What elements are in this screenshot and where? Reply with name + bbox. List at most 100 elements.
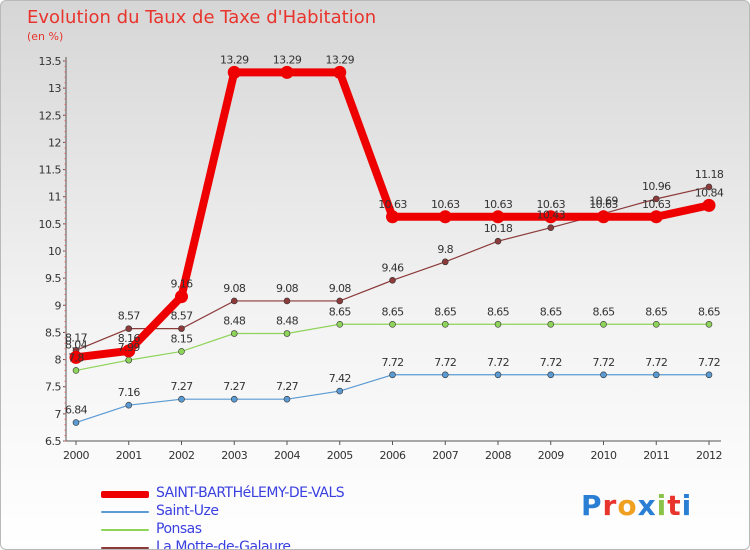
logo-letter: i <box>656 489 668 522</box>
data-point <box>178 395 185 403</box>
series-lines <box>69 65 716 426</box>
x-tick-label: 2005 <box>327 449 353 462</box>
y-tick-label: 7 <box>55 408 62 421</box>
x-tick-label: 2007 <box>432 449 458 462</box>
data-point <box>491 210 505 224</box>
data-point <box>441 320 449 328</box>
y-tick-label: 11 <box>48 191 61 204</box>
data-point <box>705 183 713 191</box>
data-point <box>178 348 185 355</box>
data-point <box>122 344 136 358</box>
proxiti-logo: Proxiti <box>581 489 692 522</box>
y-tick-label: 6.5 <box>45 435 61 448</box>
data-point <box>494 371 502 379</box>
data-point <box>336 297 344 305</box>
legend-swatch <box>101 547 149 549</box>
data-point <box>336 320 344 328</box>
data-point <box>125 356 133 364</box>
data-label: 10.18 <box>484 222 513 235</box>
data-label: 9.08 <box>223 282 246 295</box>
data-label: 8.65 <box>540 305 563 318</box>
data-point <box>227 65 241 79</box>
data-label: 8.04 <box>65 338 88 351</box>
x-tick-label: 2004 <box>274 449 300 462</box>
data-label: 7.27 <box>276 380 299 393</box>
data-point <box>69 350 83 364</box>
logo-letter: t <box>667 489 682 522</box>
data-point <box>652 195 660 203</box>
y-tick-label: 10.5 <box>39 218 62 231</box>
data-point <box>333 65 347 79</box>
y-tick-label: 11.5 <box>39 164 62 177</box>
x-tick-label: 2002 <box>169 449 195 462</box>
data-point <box>230 297 238 305</box>
data-label: 8.65 <box>698 305 721 318</box>
chart-subtitle: (en %) <box>27 30 64 43</box>
data-label: 7.16 <box>118 386 141 399</box>
legend-item: Saint-Uze <box>101 503 401 521</box>
data-point <box>72 419 80 426</box>
data-label: 7.72 <box>698 356 720 369</box>
data-label: 7.72 <box>487 356 509 369</box>
data-label: 7.8 <box>68 351 84 364</box>
data-label: 7.72 <box>592 356 614 369</box>
data-point <box>705 371 713 379</box>
data-label: 8.65 <box>329 305 352 318</box>
data-point <box>175 290 188 304</box>
y-tick-label: 7.5 <box>45 381 61 394</box>
data-point <box>547 371 555 379</box>
data-point <box>494 320 502 328</box>
y-tick-label: 13.5 <box>39 55 62 68</box>
data-label: 13.29 <box>326 53 355 66</box>
data-point <box>652 320 660 328</box>
data-point <box>72 367 80 374</box>
data-label: 10.63 <box>431 198 460 211</box>
data-label: 8.65 <box>592 305 615 318</box>
data-label: 8.65 <box>434 305 457 318</box>
data-label: 7.42 <box>329 372 351 385</box>
data-label: 10.96 <box>642 180 671 193</box>
data-label: 8.16 <box>118 332 141 345</box>
data-label: 8.48 <box>223 315 246 328</box>
data-label: 9.46 <box>381 261 404 274</box>
x-tick-label: 2012 <box>696 449 722 462</box>
legend-label: Saint-Uze <box>156 503 219 519</box>
data-point <box>705 320 713 328</box>
legend-swatch <box>101 529 149 531</box>
data-label: 10.43 <box>537 209 566 222</box>
data-label: 7.27 <box>170 380 193 393</box>
data-point <box>389 320 396 328</box>
data-point <box>336 387 344 395</box>
data-point <box>702 198 716 212</box>
data-label: 10.69 <box>589 195 618 208</box>
data-label: 7.72 <box>645 356 667 369</box>
data-point <box>283 395 291 403</box>
data-label: 10.63 <box>484 198 513 211</box>
data-label: 10.63 <box>537 198 566 211</box>
data-label: 8.65 <box>381 305 404 318</box>
data-point <box>547 320 555 328</box>
data-label: 13.29 <box>273 53 302 66</box>
data-point <box>389 371 396 379</box>
data-point <box>597 210 610 224</box>
data-label: 8.65 <box>645 305 668 318</box>
logo-letter: o <box>617 489 638 522</box>
data-point <box>547 224 555 231</box>
data-label: 7.99 <box>118 341 141 354</box>
legend-label: Ponsas <box>156 521 202 537</box>
legend-swatch <box>101 491 149 498</box>
y-tick-label: 12 <box>48 136 61 149</box>
logo-letter: i <box>681 489 693 522</box>
data-point <box>441 371 449 379</box>
legend-label: La Motte-de-Galaure <box>156 539 291 550</box>
x-tick-label: 2000 <box>63 449 89 462</box>
data-label: 9.16 <box>170 278 193 291</box>
y-tick-label: 13 <box>48 82 61 95</box>
x-tick-label: 2010 <box>591 449 617 462</box>
data-label: 8.48 <box>276 315 299 328</box>
data-label: 9.08 <box>276 282 299 295</box>
data-label: 10.63 <box>589 198 618 211</box>
data-point <box>230 395 238 403</box>
data-point <box>441 258 449 266</box>
